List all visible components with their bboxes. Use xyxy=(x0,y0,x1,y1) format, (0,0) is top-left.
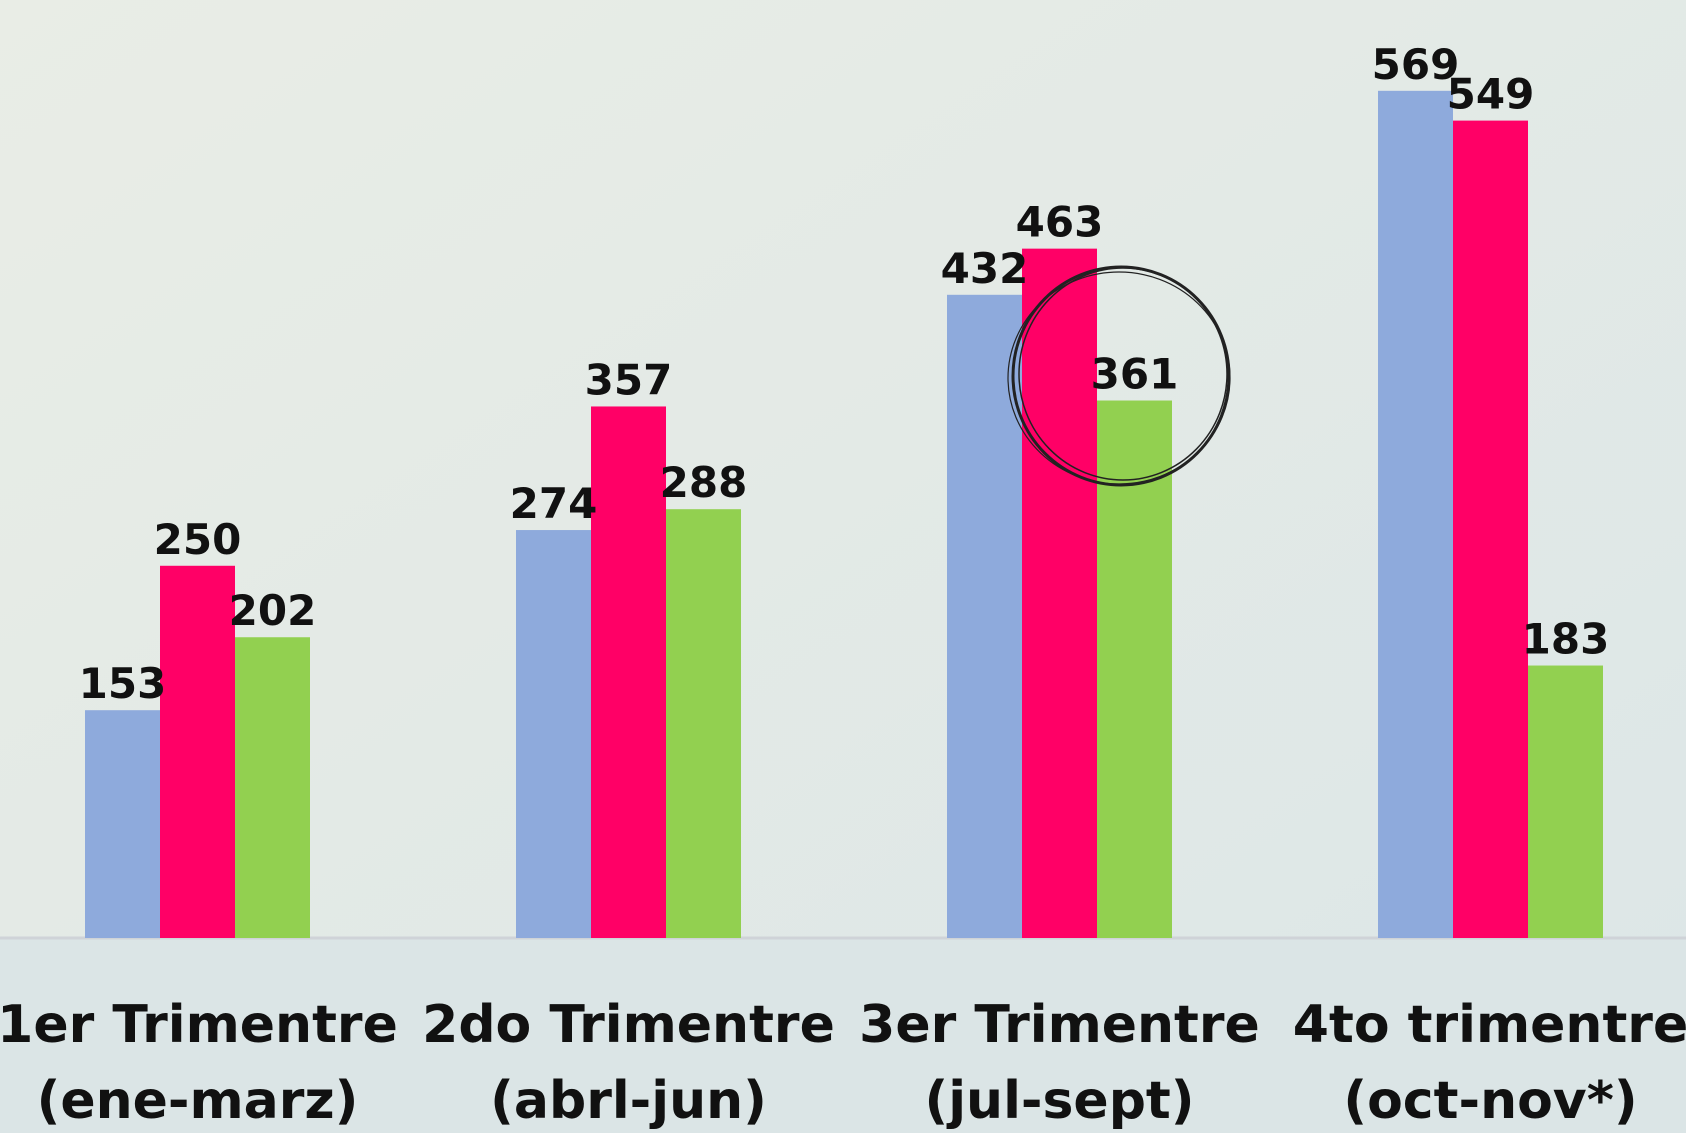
bar xyxy=(947,294,1022,938)
bar xyxy=(1022,248,1097,939)
bar xyxy=(1378,90,1453,939)
data-label: 569 xyxy=(1372,40,1460,89)
x-tick-label: (abrl-jun) xyxy=(490,1071,767,1131)
x-tick-label: (oct-nov*) xyxy=(1343,1071,1637,1131)
bar xyxy=(1453,120,1528,939)
data-label: 432 xyxy=(941,244,1029,293)
x-tick-label: 1er Trimentre xyxy=(0,995,398,1055)
data-label: 183 xyxy=(1522,615,1610,664)
data-label: 361 xyxy=(1091,350,1179,399)
bar xyxy=(235,637,310,938)
bar xyxy=(516,530,591,938)
x-tick-label: 4to trimentre xyxy=(1293,995,1686,1055)
bar xyxy=(160,565,235,938)
data-label: 250 xyxy=(154,515,242,564)
x-tick-label: (jul-sept) xyxy=(924,1071,1194,1131)
bar xyxy=(1097,400,1172,938)
data-label: 274 xyxy=(510,479,598,528)
data-label: 288 xyxy=(660,458,748,507)
data-label: 357 xyxy=(585,355,673,404)
data-label: 202 xyxy=(229,586,317,635)
x-tick-label: (ene-marz) xyxy=(37,1071,359,1131)
bar xyxy=(85,710,160,938)
data-label: 549 xyxy=(1447,70,1535,119)
bars xyxy=(85,90,1603,939)
axis-band xyxy=(0,938,1686,1133)
bar xyxy=(1528,665,1603,938)
bar xyxy=(666,509,741,938)
bar xyxy=(591,406,666,938)
x-tick-label: 3er Trimentre xyxy=(859,995,1260,1055)
x-tick-label: 2do Trimentre xyxy=(422,995,835,1055)
circle-annotation xyxy=(1007,265,1231,487)
data-label: 463 xyxy=(1016,198,1104,247)
data-label: 153 xyxy=(79,659,167,708)
